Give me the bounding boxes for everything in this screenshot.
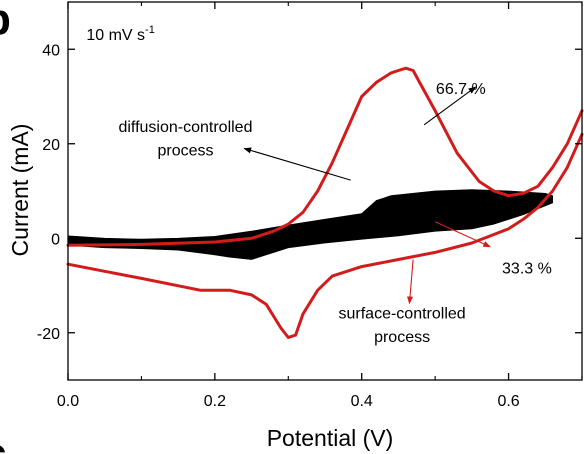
x-tick-label: 0.4 (351, 393, 373, 410)
x-axis-label: Potential (V) (267, 425, 394, 451)
axis-ticks: 0.0 0.2 0.4 0.6 -20 0 20 40 (37, 2, 583, 410)
annotation-text: 66.7 % (436, 81, 486, 98)
y-tick-label: 40 (42, 42, 60, 59)
annotation-text: process (157, 143, 213, 160)
next-panel-label: c (0, 429, 6, 454)
annotations: 10 mV s-1 66.7 % diffusion-controlled proce… (86, 24, 551, 346)
plot-frame (67, 1, 583, 381)
annotation-arrow (243, 147, 351, 181)
annotation-superscript: -1 (145, 24, 155, 36)
y-tick-label: -20 (37, 326, 60, 343)
annotation-text: diffusion-controlled (118, 119, 252, 136)
y-tick-label: 20 (42, 137, 60, 154)
annotation-arrow (423, 86, 477, 126)
y-tick-label: 0 (51, 231, 60, 248)
x-tick-label: 0.6 (497, 393, 519, 410)
annotation-text: 33.3 % (502, 261, 552, 278)
annotation-text: surface-controlled (339, 306, 466, 323)
panel-label: b (0, 0, 11, 44)
y-axis-label: Current (mA) (7, 124, 33, 257)
annotation-text: 10 mV s-1 (86, 24, 154, 44)
plot-area (66, 66, 584, 339)
x-tick-label: 0.0 (57, 393, 79, 410)
cv-curve-cathodic (66, 132, 584, 339)
annotation-text: process (374, 329, 430, 346)
cv-curve-anodic (66, 66, 584, 247)
x-tick-label: 0.2 (204, 393, 226, 410)
annotation-arrow (406, 259, 414, 305)
annotation-arrow (434, 221, 491, 248)
